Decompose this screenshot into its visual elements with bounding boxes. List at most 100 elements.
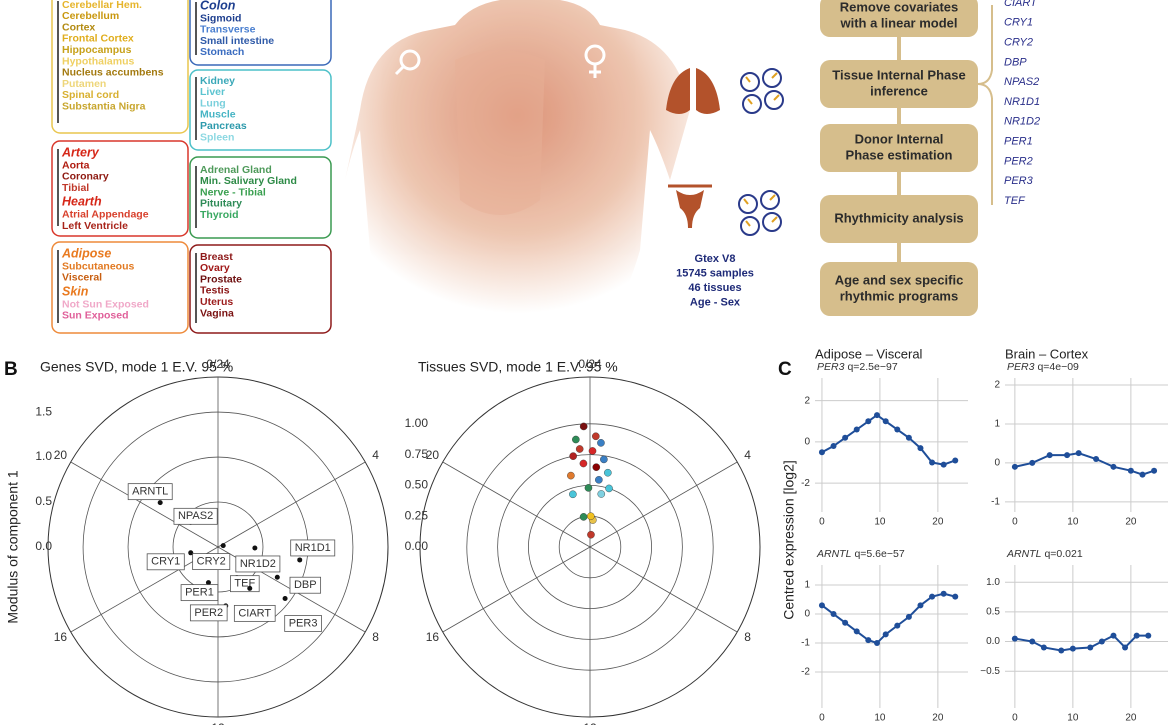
plot-title: Genes SVD, mode 1 E.V. 95 % <box>40 359 233 375</box>
bin-point <box>1029 459 1036 466</box>
x-tick-label: 10 <box>874 713 886 724</box>
plot-subtitle: PER3 q=2.5e−97 <box>817 361 898 373</box>
polar-spoke <box>589 461 738 548</box>
tissue-box <box>51 241 189 334</box>
pipeline-text: Phase estimation <box>846 147 953 162</box>
gene-label: NR1D2 <box>240 558 276 570</box>
plot-subtitle: ARNTL q=5.6e−57 <box>816 548 905 560</box>
gene-label: CIART <box>238 607 271 619</box>
pipeline-step <box>820 124 978 172</box>
tissue-name: Visceral <box>62 272 102 284</box>
r-tick-label: 0.5 <box>35 494 52 508</box>
tissue-box <box>189 156 332 239</box>
tissue-name: Testis <box>200 285 230 297</box>
x-tick-label: 0 <box>819 517 825 528</box>
tissue-name: Left Ventricle <box>62 220 128 232</box>
bin-point <box>818 602 825 609</box>
polar-spoke <box>442 546 591 633</box>
r-tick-label: 0.0 <box>35 539 52 553</box>
fit-line <box>1014 634 1149 652</box>
bin-point <box>894 426 901 433</box>
r-tick-label: 1.0 <box>35 449 52 463</box>
gene-label: NR1D1 <box>295 542 331 554</box>
tissue-name: Small intestine <box>200 35 274 47</box>
hour-tick-label: 4 <box>372 448 379 462</box>
clock-gene: PER3 <box>1004 175 1034 187</box>
q-value: q=5.6e−57 <box>854 548 904 560</box>
tissue-point <box>595 476 603 484</box>
gene-point <box>188 550 194 556</box>
y-tick-label: 2 <box>994 380 1000 391</box>
y-tick-label: 2 <box>804 395 810 406</box>
bin-point <box>940 590 947 597</box>
tissue-name: Ovary <box>200 262 230 274</box>
tissue-point <box>600 455 608 464</box>
tissue-box <box>189 0 332 66</box>
gene-label-box <box>233 604 276 622</box>
pipeline-text: Donor Internal <box>855 131 944 146</box>
x-tick-label: 0 <box>1012 517 1018 528</box>
clock-hand <box>771 216 778 223</box>
r-tick-label: 1.5 <box>35 404 52 418</box>
gene-point <box>297 557 303 563</box>
pipeline-text: Rhythmicity analysis <box>834 210 963 225</box>
r-tick-label: 1.00 <box>405 416 429 430</box>
bin-point <box>1011 463 1018 470</box>
bin-point <box>874 412 881 419</box>
tissue-point <box>572 435 580 444</box>
tissue-box <box>51 0 189 134</box>
gene-point <box>205 580 211 586</box>
bin-point <box>865 637 872 644</box>
clock-hand <box>747 98 753 105</box>
y-tick-label: 0 <box>994 458 1000 469</box>
clock-gene: DBP <box>1004 56 1027 68</box>
gene-label-box <box>127 483 173 501</box>
y-tick-label: -2 <box>801 667 810 678</box>
y-tick-label: 1.0 <box>986 577 1000 588</box>
hour-tick-label: 16 <box>426 630 440 644</box>
tissue-name: Hypothalamus <box>62 55 135 67</box>
q-value: q=0.021 <box>1044 548 1082 560</box>
gene-label: TEF <box>234 578 255 590</box>
gene-label: PER1 <box>185 587 214 599</box>
tissue-point <box>605 484 613 493</box>
hour-tick-label: 8 <box>744 630 751 644</box>
gene-point <box>220 543 226 549</box>
cohort-text: Gtex V8 <box>695 253 736 265</box>
tissue-name: Tibial <box>62 182 89 194</box>
tissue-name: Substantia Nigra <box>62 100 146 112</box>
gene-label-box <box>284 615 322 632</box>
plot-title: Adipose – Visceral <box>815 346 923 361</box>
gene-label: PER3 <box>289 617 318 629</box>
y-tick-label: 0 <box>804 437 810 448</box>
bin-point <box>1046 452 1053 459</box>
bin-point <box>905 434 912 441</box>
tissue-heading: Colon <box>200 0 236 12</box>
bin-point <box>929 593 936 600</box>
fit-line <box>821 413 956 466</box>
tissue-name: Pituitary <box>200 198 242 210</box>
cohort-text: Age - Sex <box>690 296 741 308</box>
tissue-name: Spinal cord <box>62 89 119 101</box>
x-tick-label: 0 <box>1012 713 1018 724</box>
bin-point <box>1058 647 1065 654</box>
gene-label: ARNTL <box>132 486 168 498</box>
gene-label-box <box>146 553 185 571</box>
tissue-name: Atrial Appendage <box>62 209 149 221</box>
bin-point <box>1110 632 1117 639</box>
tissue-name: Sun Exposed <box>62 310 129 322</box>
bin-point <box>853 628 860 635</box>
bin-point <box>1145 632 1152 639</box>
panel-label: B <box>4 359 18 380</box>
pipeline-text: Tissue Internal Phase <box>832 67 965 82</box>
bin-point <box>917 445 924 452</box>
tissue-name: Prostate <box>200 273 242 285</box>
bin-point <box>830 443 837 450</box>
gene-name: PER3 <box>1007 361 1035 373</box>
pipeline-text: Remove covariates <box>840 0 959 14</box>
fit-line <box>821 592 956 645</box>
tissue-name: Adrenal Gland <box>200 164 272 176</box>
bin-point <box>1029 638 1036 645</box>
gene-label-box <box>192 553 231 571</box>
y-tick-label: 0.0 <box>986 636 1000 647</box>
